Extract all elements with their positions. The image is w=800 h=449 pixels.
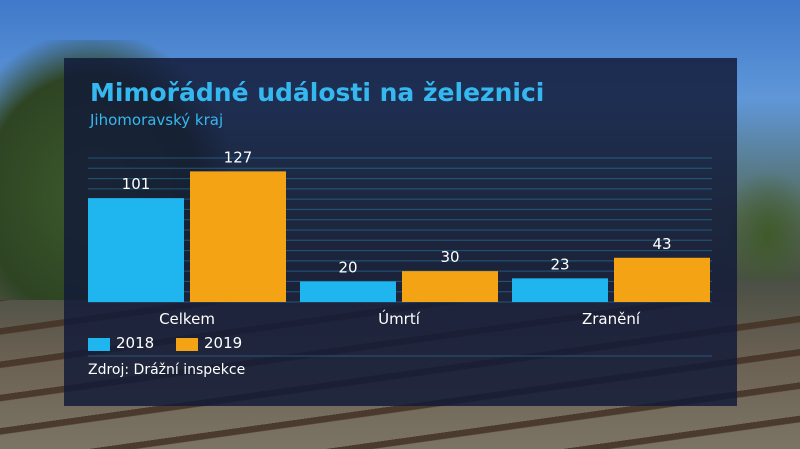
value-label-2018-1: 20 bbox=[338, 258, 357, 276]
bar-2018-1 bbox=[300, 281, 396, 302]
bar-2019-1 bbox=[402, 271, 498, 302]
category-labels: Celkem Úmrtí Zranění bbox=[159, 309, 641, 328]
legend-label-2019: 2019 bbox=[204, 334, 243, 352]
category-label-0: Celkem bbox=[159, 310, 215, 328]
category-label-2: Zranění bbox=[582, 310, 641, 328]
bar-2019-2 bbox=[614, 257, 710, 302]
bar-2018-0 bbox=[88, 198, 184, 302]
category-label-1: Úmrtí bbox=[378, 309, 421, 328]
chart-subtitle: Jihomoravský kraj bbox=[90, 111, 224, 129]
legend-swatch-2018 bbox=[88, 338, 110, 351]
chart-title: Mimořádné události na železnici bbox=[90, 78, 545, 107]
value-label-2019-1: 30 bbox=[440, 248, 459, 266]
value-label-2019-2: 43 bbox=[652, 235, 671, 253]
legend-swatch-2019 bbox=[176, 338, 198, 351]
value-label-2018-2: 23 bbox=[550, 255, 569, 273]
value-labels: 101 127 20 30 23 43 bbox=[122, 148, 672, 276]
bars bbox=[88, 171, 710, 302]
source-note: Zdroj: Drážní inspekce bbox=[88, 362, 246, 378]
value-label-2018-0: 101 bbox=[122, 175, 151, 193]
value-label-2019-0: 127 bbox=[224, 148, 253, 166]
bar-2019-0 bbox=[190, 171, 286, 302]
bar-2018-2 bbox=[512, 278, 608, 302]
legend-label-2018: 2018 bbox=[116, 334, 155, 352]
